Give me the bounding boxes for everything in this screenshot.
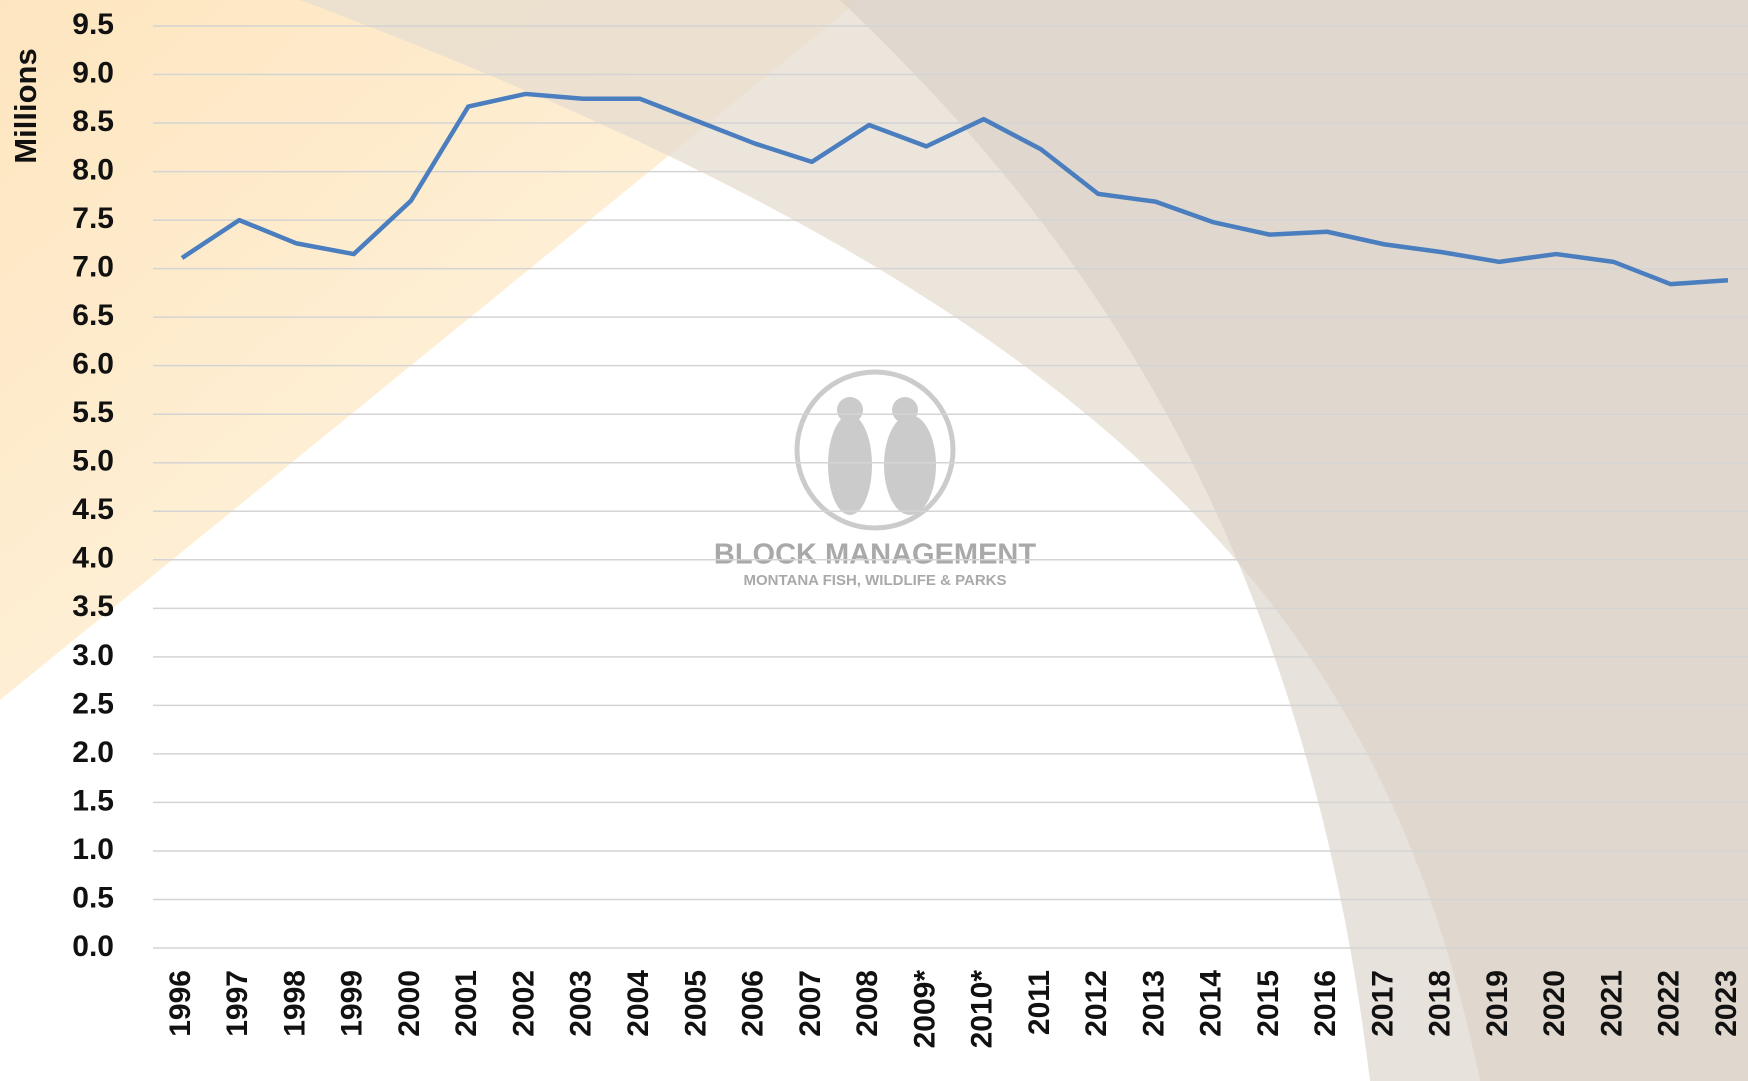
x-tick-label: 2018 bbox=[1424, 970, 1457, 1037]
x-tick-label: 1996 bbox=[164, 970, 197, 1037]
x-tick-label: 2005 bbox=[679, 970, 712, 1037]
y-tick-label: 1.5 bbox=[72, 784, 114, 817]
x-tick-label: 2007 bbox=[794, 970, 827, 1037]
x-tick-label: 2014 bbox=[1195, 970, 1228, 1037]
y-tick-label: 4.5 bbox=[72, 493, 114, 526]
x-tick-label: 2012 bbox=[1080, 970, 1113, 1037]
x-tick-label: 2000 bbox=[393, 970, 426, 1037]
y-tick-label: 3.5 bbox=[72, 590, 114, 623]
watermark-title: BLOCK MANAGEMENT bbox=[714, 539, 1036, 571]
y-tick-label: 5.5 bbox=[72, 396, 114, 429]
x-tick-label: 2020 bbox=[1538, 970, 1571, 1037]
x-tick-label: 2017 bbox=[1366, 970, 1399, 1037]
x-tick-label: 2011 bbox=[1023, 970, 1056, 1035]
x-tick-label: 2021 bbox=[1595, 970, 1628, 1037]
x-tick-label: 2009* bbox=[908, 970, 941, 1049]
x-tick-label: 2006 bbox=[737, 970, 770, 1037]
y-tick-label: 0.5 bbox=[72, 881, 114, 914]
watermark-subtitle: MONTANA FISH, WILDLIFE & PARKS bbox=[743, 572, 1006, 589]
y-tick-label: 6.5 bbox=[72, 299, 114, 332]
x-tick-label: 1997 bbox=[221, 970, 254, 1037]
x-tick-label: 2003 bbox=[565, 970, 598, 1037]
x-tick-label: 1999 bbox=[336, 970, 369, 1037]
x-tick-label: 1998 bbox=[278, 970, 311, 1037]
y-tick-label: 8.0 bbox=[72, 154, 114, 187]
y-tick-label: 9.5 bbox=[72, 8, 114, 41]
y-tick-label: 7.0 bbox=[72, 251, 114, 284]
y-tick-label: 3.0 bbox=[72, 639, 114, 672]
x-tick-label: 2001 bbox=[450, 970, 483, 1037]
y-tick-label: 6.0 bbox=[72, 348, 114, 381]
y-tick-label: 4.0 bbox=[72, 542, 114, 575]
y-tick-label: 5.0 bbox=[72, 445, 114, 478]
y-tick-label: 2.0 bbox=[72, 736, 114, 769]
x-tick-label: 2013 bbox=[1137, 970, 1170, 1037]
x-tick-label: 2023 bbox=[1710, 970, 1743, 1037]
x-tick-label: 2010* bbox=[966, 970, 999, 1049]
x-tick-label: 2008 bbox=[851, 970, 884, 1037]
y-axis-title: Millions bbox=[8, 48, 43, 163]
y-tick-label: 0.0 bbox=[72, 930, 114, 963]
y-tick-label: 7.5 bbox=[72, 202, 114, 235]
x-tick-label: 2004 bbox=[622, 970, 655, 1037]
x-tick-label: 2019 bbox=[1481, 970, 1514, 1037]
y-tick-label: 2.5 bbox=[72, 687, 114, 720]
y-tick-label: 9.0 bbox=[72, 56, 114, 89]
x-tick-label: 2015 bbox=[1252, 970, 1285, 1037]
chart: BLOCK MANAGEMENT MONTANA FISH, WILDLIFE … bbox=[0, 0, 1748, 1081]
x-tick-label: 2016 bbox=[1309, 970, 1342, 1037]
x-tick-label: 2002 bbox=[507, 970, 540, 1037]
y-tick-label: 1.0 bbox=[72, 833, 114, 866]
y-tick-label: 8.5 bbox=[72, 105, 114, 138]
x-tick-label: 2022 bbox=[1653, 970, 1686, 1037]
